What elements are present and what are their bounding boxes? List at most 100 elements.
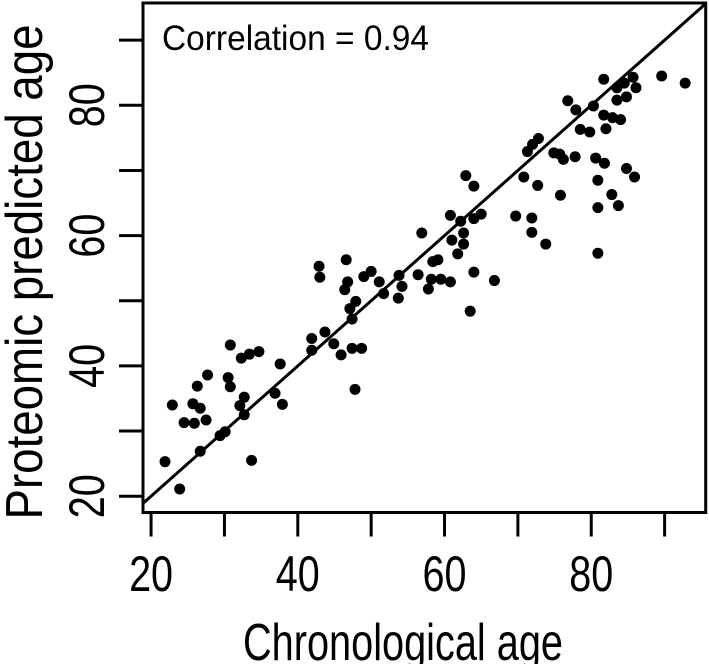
y-tick-label: 40 <box>59 344 115 388</box>
data-point <box>194 445 206 457</box>
data-point <box>306 344 318 356</box>
data-point <box>314 271 326 283</box>
data-point <box>435 273 447 285</box>
data-point <box>191 380 203 392</box>
data-point <box>432 254 444 266</box>
data-point <box>269 387 281 399</box>
data-point <box>620 91 632 103</box>
data-point <box>598 109 610 121</box>
data-point <box>562 95 574 107</box>
data-point <box>378 288 390 300</box>
data-point <box>592 202 604 214</box>
data-point <box>598 157 610 169</box>
scatter-points <box>159 70 691 495</box>
data-point <box>592 247 604 259</box>
data-point <box>592 174 604 186</box>
data-point <box>328 338 340 350</box>
data-point <box>587 100 599 112</box>
data-point <box>166 399 178 411</box>
data-point <box>188 417 200 429</box>
data-point <box>214 430 226 442</box>
data-point <box>630 82 642 94</box>
data-point <box>612 200 624 212</box>
data-point <box>393 269 405 281</box>
correlation-annotation: Correlation = 0.94 <box>162 19 429 58</box>
data-point <box>532 179 544 191</box>
data-point <box>679 77 691 89</box>
y-axis-title: Proteomic predicted age <box>0 25 54 520</box>
data-point <box>475 208 487 220</box>
plot-frame <box>141 1 708 514</box>
data-point <box>306 333 318 345</box>
data-point <box>356 342 368 354</box>
y-axis-tick-labels: 20 40 60 80 <box>59 83 115 518</box>
data-point <box>590 152 602 164</box>
data-point <box>349 383 361 395</box>
data-point <box>455 215 467 227</box>
data-point <box>344 303 356 315</box>
data-point <box>224 339 236 351</box>
data-point <box>532 133 544 145</box>
data-point <box>373 276 385 288</box>
data-point <box>464 305 476 317</box>
data-point <box>346 313 358 325</box>
data-point <box>468 180 480 192</box>
data-point <box>510 210 522 222</box>
data-point <box>194 402 206 414</box>
data-point <box>656 70 668 82</box>
data-point <box>452 248 464 260</box>
data-point <box>540 238 552 250</box>
data-point <box>458 238 470 250</box>
data-point <box>569 151 581 163</box>
data-point <box>444 276 456 288</box>
data-point <box>446 234 458 246</box>
data-point <box>358 271 370 283</box>
data-point <box>178 417 190 429</box>
data-point <box>238 409 250 421</box>
data-point <box>615 114 627 126</box>
y-tick-label: 80 <box>59 83 115 127</box>
data-point <box>444 209 456 221</box>
data-point <box>574 123 586 135</box>
data-point <box>488 275 500 287</box>
data-point <box>276 398 288 410</box>
data-point <box>202 369 214 381</box>
data-point <box>425 273 437 285</box>
x-tick-label: 40 <box>276 546 320 602</box>
data-point <box>598 73 610 85</box>
x-tick-label: 80 <box>569 546 613 602</box>
x-axis-ticks <box>149 512 667 537</box>
data-point <box>521 146 533 158</box>
data-point <box>340 254 352 266</box>
data-point <box>611 94 623 106</box>
y-tick-label: 20 <box>59 474 115 518</box>
data-point <box>518 171 530 183</box>
data-point <box>313 260 325 272</box>
data-point <box>246 454 258 466</box>
data-point <box>335 349 347 361</box>
data-point <box>627 71 639 83</box>
data-point <box>422 283 434 295</box>
data-point <box>526 212 538 224</box>
data-point <box>243 348 255 360</box>
y-tick-label: 60 <box>59 214 115 258</box>
data-point <box>396 280 408 292</box>
data-point <box>600 123 612 135</box>
data-point <box>234 400 246 412</box>
data-point <box>526 226 538 238</box>
data-point <box>416 227 428 239</box>
data-point <box>339 284 351 296</box>
data-point <box>319 326 331 338</box>
x-axis-tick-labels: 20 40 60 80 <box>129 546 613 602</box>
y-axis-ticks <box>119 38 143 498</box>
data-point <box>468 266 480 278</box>
data-point <box>274 358 286 370</box>
data-point <box>224 381 236 393</box>
x-tick-label: 20 <box>129 546 173 602</box>
data-point <box>554 189 566 201</box>
data-point <box>557 153 569 165</box>
data-point <box>392 292 404 304</box>
data-point <box>458 227 470 239</box>
data-point <box>238 391 250 403</box>
